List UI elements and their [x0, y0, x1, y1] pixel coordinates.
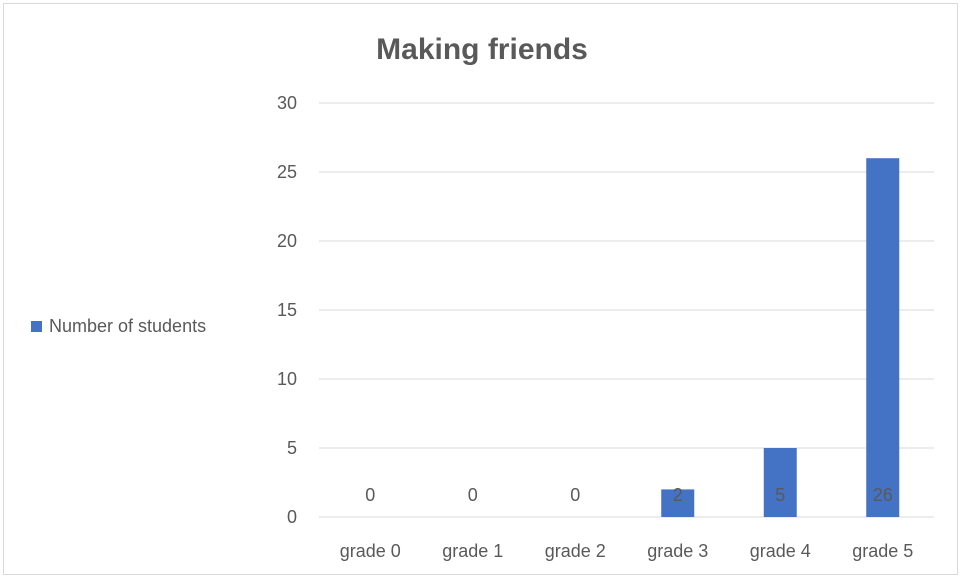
- y-tick-label: 30: [277, 93, 297, 113]
- legend-label: Number of students: [49, 316, 206, 336]
- x-tick-label: grade 1: [442, 541, 503, 561]
- data-label: 0: [468, 485, 478, 505]
- chart-title: Making friends: [376, 33, 588, 66]
- x-tick-label: grade 4: [750, 541, 811, 561]
- data-labels: 0 0 0 2 5 26: [365, 485, 893, 505]
- x-tick-label: grade 5: [852, 541, 913, 561]
- y-tick-label: 10: [277, 369, 297, 389]
- bar: [763, 448, 797, 517]
- y-tick-label: 25: [277, 162, 297, 182]
- data-label: 5: [775, 485, 785, 505]
- x-axis-tick-labels: grade 0 grade 1 grade 2 grade 3 grade 4 grade…: [340, 541, 914, 561]
- y-tick-label: 15: [277, 300, 297, 320]
- y-tick-label: 0: [287, 507, 297, 527]
- legend-swatch: [31, 321, 42, 332]
- x-tick-label: grade 3: [647, 541, 708, 561]
- x-tick-label: grade 0: [340, 541, 401, 561]
- data-label: 26: [873, 485, 893, 505]
- y-tick-label: 20: [277, 231, 297, 251]
- x-tick-label: grade 2: [545, 541, 606, 561]
- y-tick-label: 5: [287, 438, 297, 458]
- chart-frame: Making friends 0 5 10 15 20 25 30 0 0 0 2 5 26 grad…: [3, 3, 958, 575]
- bar: [866, 158, 900, 517]
- bars: [661, 158, 900, 517]
- y-axis-tick-labels: 0 5 10 15 20 25 30: [277, 93, 297, 527]
- gridlines: [319, 102, 934, 518]
- data-label: 0: [365, 485, 375, 505]
- bar: [661, 489, 695, 517]
- legend: Number of students: [31, 316, 206, 336]
- data-label: 2: [673, 485, 683, 505]
- data-label: 0: [570, 485, 580, 505]
